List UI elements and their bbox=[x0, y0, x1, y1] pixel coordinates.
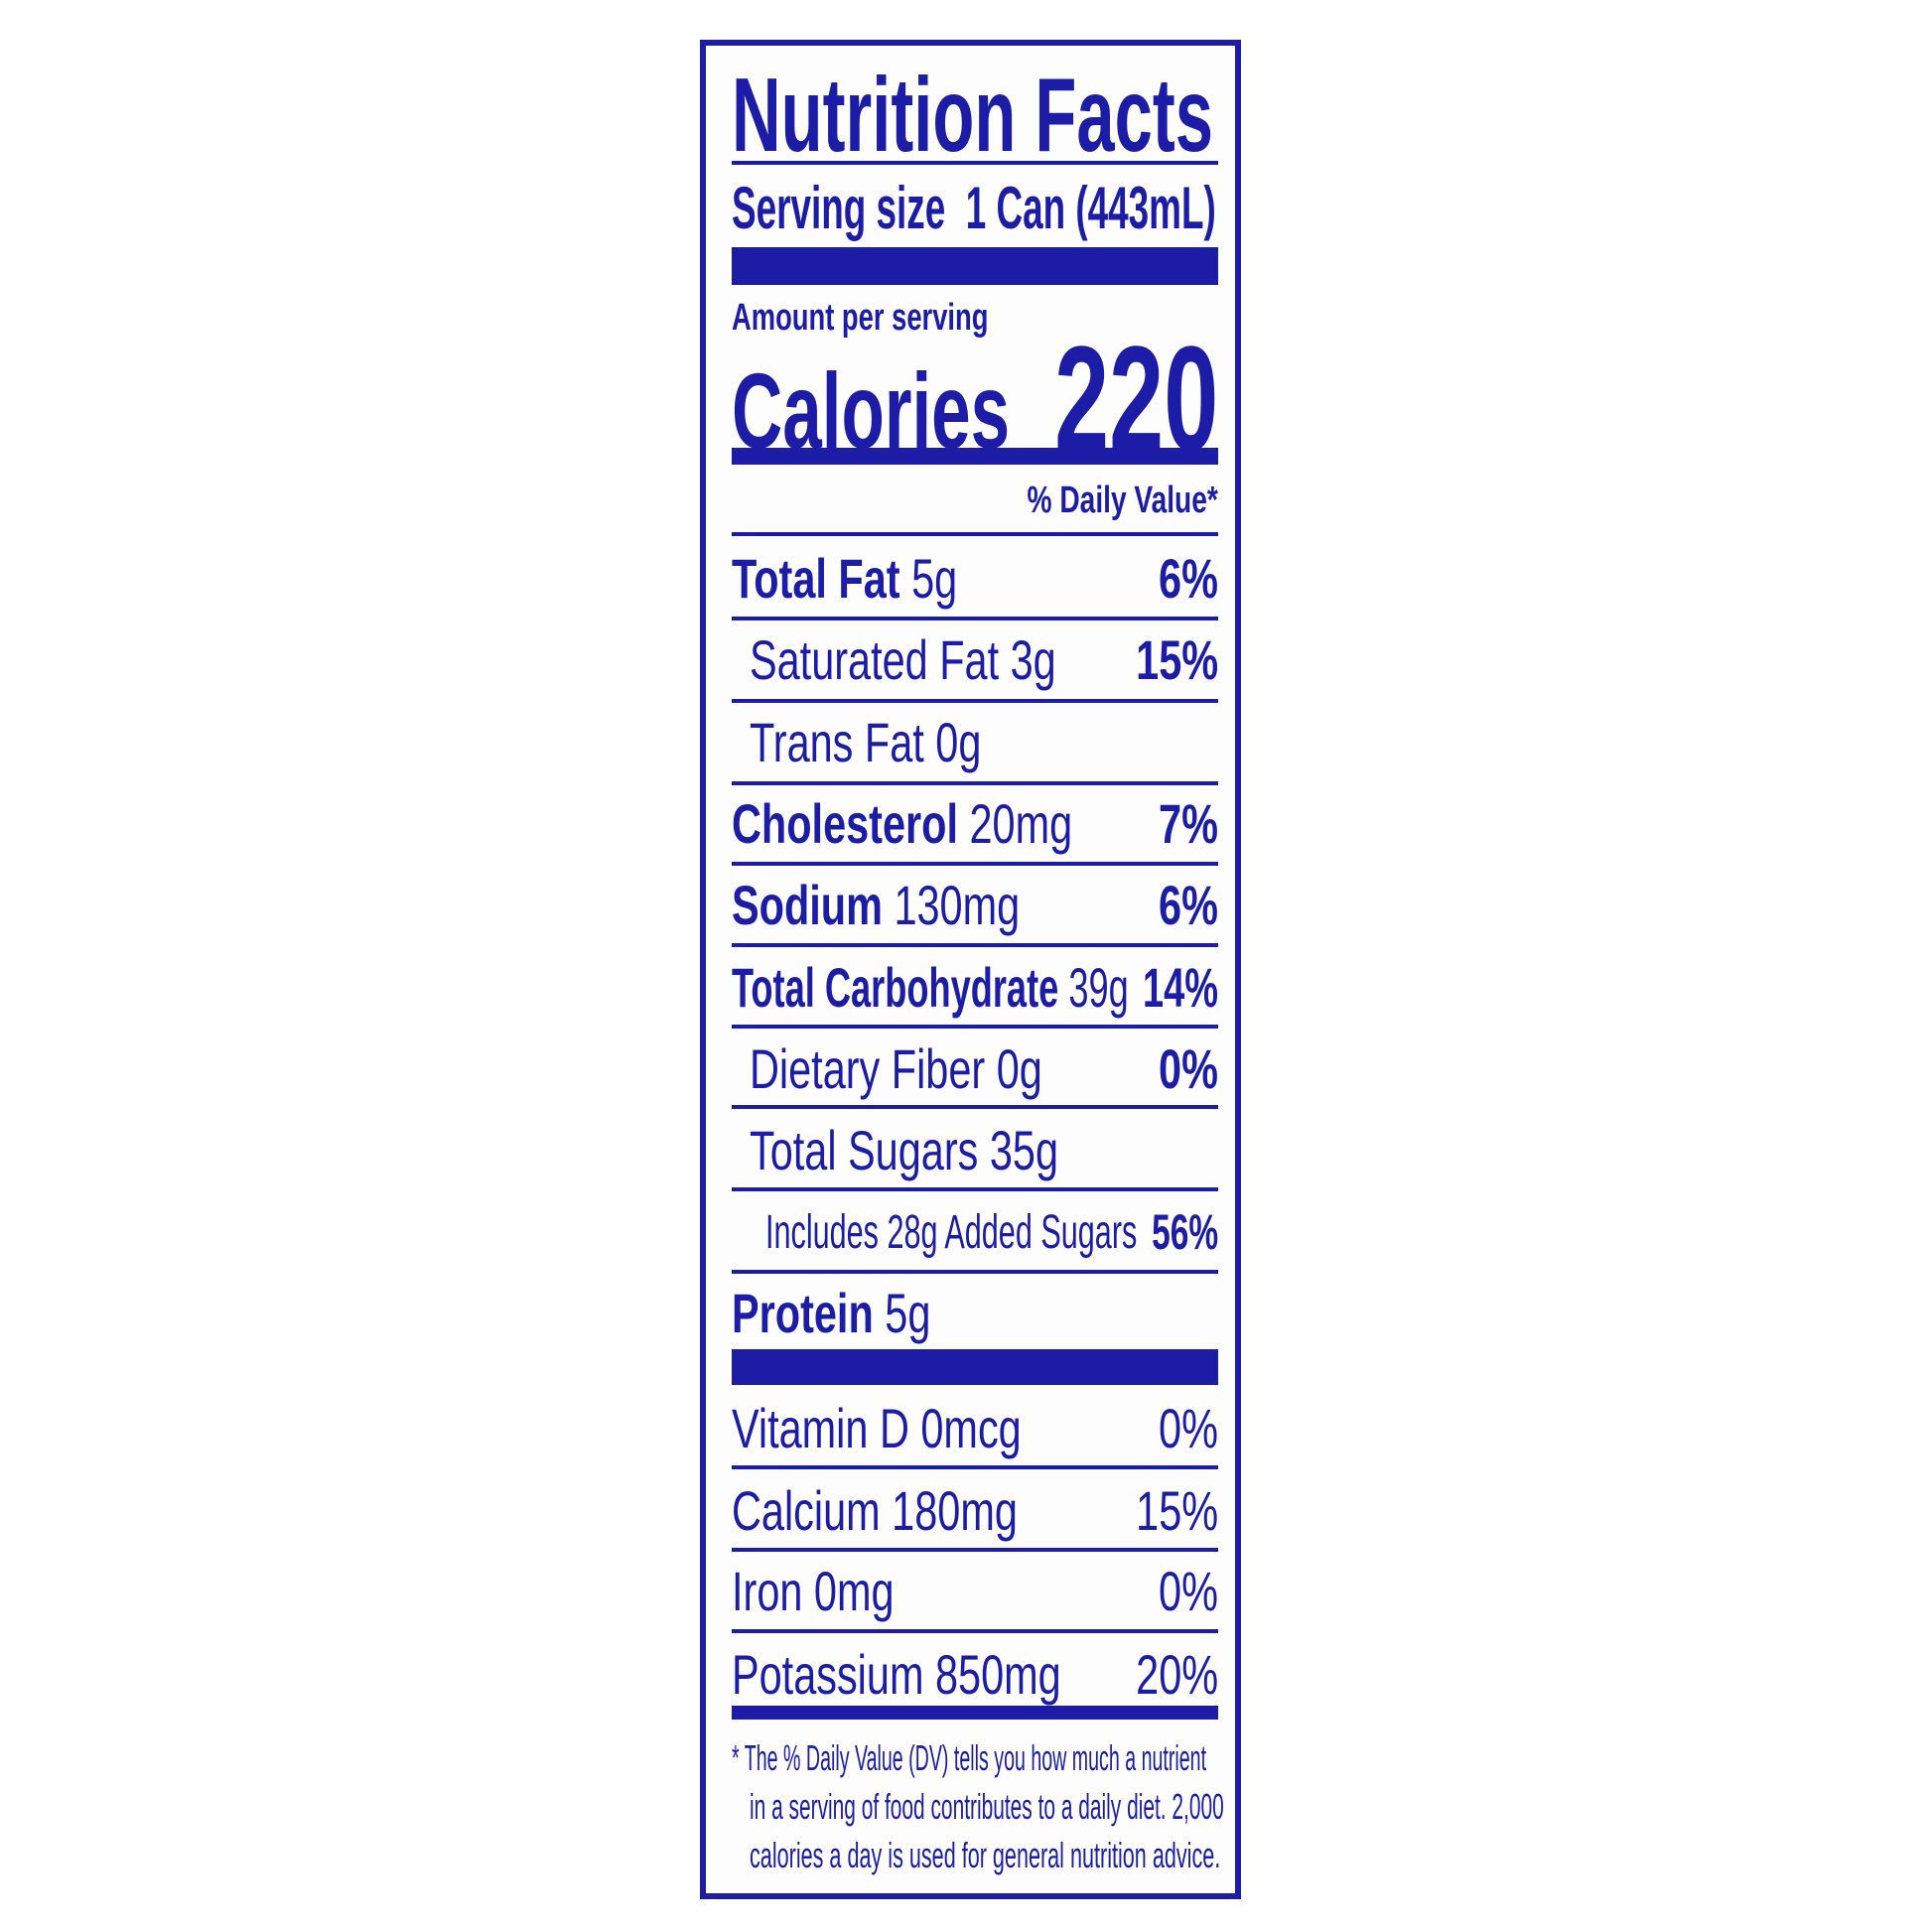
nutrient-row: Protein 5g bbox=[732, 1273, 1218, 1352]
title-wrap: Nutrition Facts bbox=[732, 56, 1218, 175]
vitamin-daily-value: 0% bbox=[1159, 1396, 1218, 1459]
thick-divider bbox=[732, 247, 1218, 285]
divider bbox=[732, 1105, 1218, 1109]
serving-size: Serving size 1 Can (443mL) bbox=[732, 173, 1218, 242]
divider bbox=[732, 943, 1218, 947]
nutrient-row: Saturated Fat 3g 15% bbox=[732, 620, 1218, 699]
vitamin-row: Potassium 850mg 20% bbox=[732, 1634, 1218, 1714]
nutrient-name: Saturated Fat bbox=[750, 627, 1000, 691]
nutrient-amount: 20mg bbox=[969, 791, 1073, 855]
nutrient-name: Sodium bbox=[732, 873, 883, 936]
nutrient-name: Dietary Fiber bbox=[750, 1036, 986, 1100]
nutrient-amount: 0g bbox=[996, 1036, 1042, 1100]
nutrient-name: Total Sugars bbox=[750, 1118, 979, 1181]
divider bbox=[732, 1465, 1218, 1469]
nutrient-row: Sodium 130mg 6% bbox=[732, 865, 1218, 944]
divider bbox=[732, 1187, 1218, 1191]
medium-divider bbox=[732, 1706, 1218, 1720]
nutrient-name: Protein bbox=[732, 1281, 874, 1344]
nutrient-daily-value: 7% bbox=[1159, 791, 1218, 855]
nutrient-label: Includes 28g Added Sugars bbox=[765, 1205, 1137, 1260]
footnote: * The % Daily Value (DV) tells you how m… bbox=[732, 1733, 1228, 1879]
nutrient-label: Protein 5g bbox=[732, 1281, 930, 1345]
nutrient-name: Total Carbohydrate bbox=[732, 955, 1059, 1019]
nutrient-daily-value: 15% bbox=[1136, 627, 1218, 691]
nutrient-amount: 5g bbox=[911, 546, 958, 610]
calories-row: Calories 220 bbox=[732, 324, 1218, 473]
divider bbox=[732, 1548, 1218, 1552]
nutrient-label: Total Fat 5g bbox=[732, 546, 957, 611]
amount-per-serving: Amount per serving bbox=[732, 296, 989, 339]
divider bbox=[732, 699, 1218, 703]
vitamin-label: Potassium 850mg bbox=[732, 1642, 1061, 1706]
nutrient-label: Cholesterol 20mg bbox=[732, 791, 1072, 856]
nutrient-daily-value: 6% bbox=[1159, 873, 1218, 936]
nutrient-label: Sodium 130mg bbox=[732, 873, 1020, 937]
nutrient-amount: 3g bbox=[1010, 627, 1056, 691]
nutrient-amount: 39g bbox=[1068, 955, 1129, 1019]
nutrient-name: Cholesterol bbox=[732, 791, 958, 855]
divider bbox=[732, 617, 1218, 621]
amount-per-serving-wrap: Amount per serving bbox=[732, 294, 1218, 342]
dv-header-row: % Daily Value* bbox=[732, 473, 1218, 528]
nutrient-label: Saturated Fat 3g bbox=[750, 627, 1056, 692]
nutrition-facts-label: Nutrition Facts Serving size 1 Can (443m… bbox=[700, 40, 1241, 1899]
vitamin-label: Calcium 180mg bbox=[732, 1478, 1018, 1542]
nutrient-row: Dietary Fiber 0g 0% bbox=[732, 1029, 1218, 1108]
vitamin-label: Iron 0mg bbox=[732, 1559, 895, 1622]
nutrient-label: Dietary Fiber 0g bbox=[750, 1036, 1042, 1101]
divider bbox=[732, 862, 1218, 866]
calories-label: Calories bbox=[732, 350, 1011, 471]
vitamin-row: Iron 0mg 0% bbox=[732, 1551, 1218, 1630]
footnote-line: * The % Daily Value (DV) tells you how m… bbox=[732, 1736, 1207, 1778]
vitamin-row: Vitamin D 0mcg 0% bbox=[732, 1388, 1218, 1467]
nutrient-amount: 35g bbox=[989, 1118, 1059, 1181]
nutrient-label: Trans Fat 0g bbox=[750, 710, 981, 774]
nutrient-label: Total Sugars 35g bbox=[750, 1118, 1058, 1182]
nutrient-row: Total Carbohydrate 39g 14% bbox=[732, 947, 1218, 1027]
nutrient-row: Total Fat 5g 6% bbox=[732, 538, 1218, 618]
divider bbox=[732, 1025, 1218, 1029]
divider bbox=[732, 1270, 1218, 1274]
vitamin-daily-value: 20% bbox=[1136, 1642, 1218, 1706]
nutrient-daily-value: 0% bbox=[1159, 1036, 1218, 1100]
nutrient-row: Includes 28g Added Sugars 56% bbox=[732, 1192, 1218, 1272]
nutrient-row: Trans Fat 0g bbox=[732, 702, 1218, 781]
nutrient-daily-value: 14% bbox=[1142, 955, 1218, 1019]
footnote-line: calories a day is used for general nutri… bbox=[750, 1834, 1221, 1875]
nutrient-name: Total Fat bbox=[732, 546, 900, 610]
nutrient-amount: 0g bbox=[935, 710, 982, 773]
nutrient-amount: 5g bbox=[885, 1281, 931, 1344]
nutrient-row: Cholesterol 20mg 7% bbox=[732, 783, 1218, 863]
divider bbox=[732, 781, 1218, 785]
label-title: Nutrition Facts bbox=[732, 56, 1213, 174]
nutrient-label: Total Carbohydrate 39g bbox=[732, 955, 1129, 1020]
medium-divider bbox=[732, 448, 1218, 465]
vitamin-daily-value: 0% bbox=[1159, 1559, 1218, 1622]
nutrient-daily-value: 56% bbox=[1152, 1204, 1218, 1260]
daily-value-header: % Daily Value* bbox=[1027, 479, 1218, 521]
divider bbox=[732, 161, 1218, 165]
footnote-line: in a serving of food contributes to a da… bbox=[750, 1785, 1224, 1827]
divider bbox=[732, 532, 1218, 536]
nutrient-row: Total Sugars 35g bbox=[732, 1110, 1218, 1189]
serving-size-label: Serving size bbox=[732, 174, 946, 241]
serving-size-value: 1 Can (443mL) bbox=[965, 174, 1216, 241]
vitamin-row: Calcium 180mg 15% bbox=[732, 1470, 1218, 1550]
divider bbox=[732, 1629, 1218, 1633]
vitamin-daily-value: 15% bbox=[1136, 1478, 1218, 1542]
vitamin-label: Vitamin D 0mcg bbox=[732, 1396, 1022, 1459]
thick-divider bbox=[732, 1349, 1218, 1385]
nutrient-daily-value: 6% bbox=[1159, 546, 1218, 610]
nutrient-name: Includes 28g Added Sugars bbox=[765, 1205, 1138, 1259]
nutrient-name: Trans Fat bbox=[750, 710, 924, 773]
nutrient-amount: 130mg bbox=[894, 873, 1021, 936]
